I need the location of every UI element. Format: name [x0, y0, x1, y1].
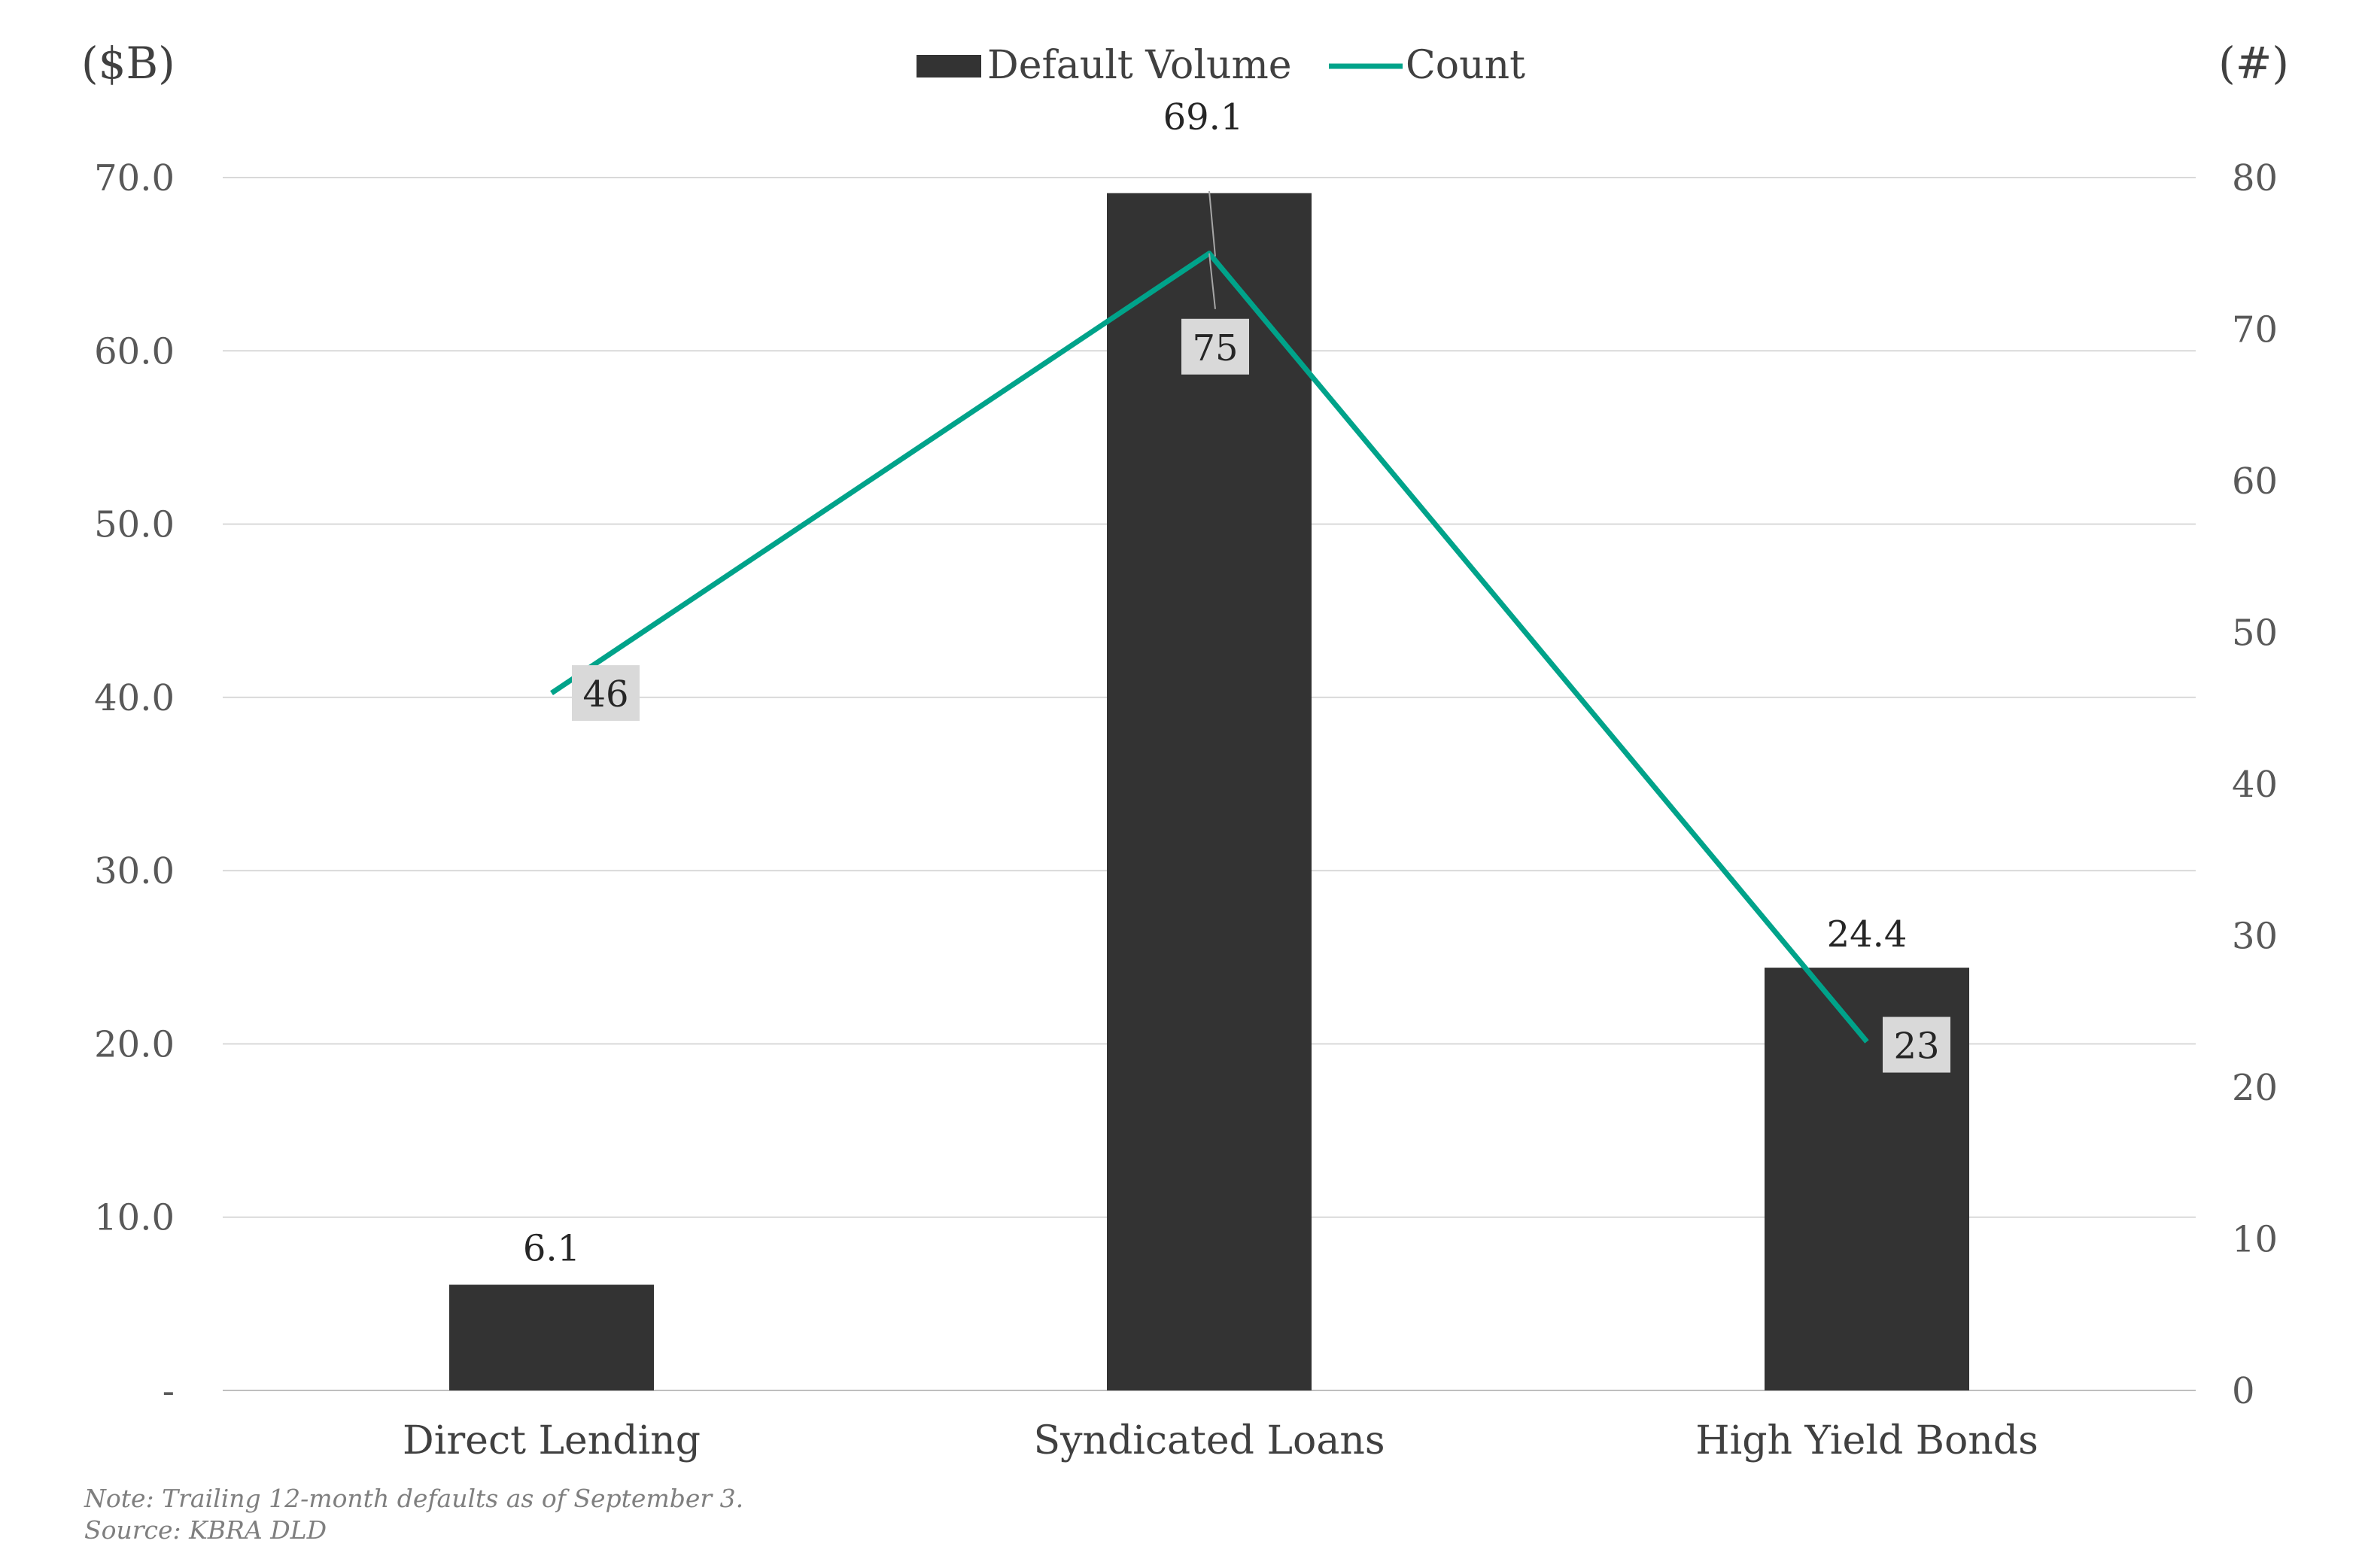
left-axis-unit: ($B): [81, 38, 175, 89]
bar-label-leader-line: [1208, 190, 1216, 257]
legend-label-default-volume: Default Volume: [987, 43, 1292, 88]
right-axis-tick-label: 30: [2232, 916, 2278, 958]
count-label-box: [1181, 318, 1249, 375]
category-label: Direct Lending: [403, 1418, 701, 1463]
count-label-box: [1883, 1016, 1950, 1073]
left-axis-tick-label: 50.0: [94, 504, 175, 546]
right-axis-tick-label: 50: [2232, 612, 2278, 655]
bar-data-label: 69.1: [1163, 96, 1244, 138]
right-axis-tick-label: 70: [2232, 309, 2278, 351]
count-label-box: [572, 665, 640, 722]
left-axis-tick-label: 70.0: [94, 157, 175, 199]
left-axis-tick-label: 10.0: [94, 1197, 175, 1239]
left-axis-tick-label: 40.0: [94, 677, 175, 719]
chart-source: Source: KBRA DLD: [84, 1515, 327, 1545]
left-axis-tick-label: 60.0: [94, 330, 175, 372]
bar-data-label: 6.1: [523, 1228, 580, 1270]
bar-syndicated-loans: [1107, 193, 1312, 1390]
right-axis-tick-label: 60: [2232, 460, 2278, 503]
count-data-label: 23: [1893, 1026, 1939, 1068]
legend-label-count: Count: [1406, 43, 1525, 88]
category-label: Syndicated Loans: [1033, 1418, 1385, 1463]
left-axis-tick-label: 30.0: [94, 850, 175, 892]
left-axis-tick-label: -: [163, 1370, 175, 1412]
right-axis-tick-label: 80: [2232, 157, 2278, 199]
bar-data-label: 24.4: [1827, 913, 1908, 956]
count-data-label: 75: [1192, 327, 1238, 369]
legend-bar-swatch: [917, 55, 981, 77]
right-axis-tick-label: 0: [2232, 1370, 2255, 1412]
right-axis-unit: (#): [2218, 38, 2289, 89]
count-data-label: 46: [582, 673, 628, 716]
category-label: High Yield Bonds: [1695, 1418, 2038, 1463]
right-axis-tick-label: 40: [2232, 764, 2278, 806]
left-axis-tick-label: 20.0: [94, 1023, 175, 1065]
right-axis-tick-label: 10: [2232, 1219, 2278, 1261]
count-label-leader-line: [1208, 253, 1216, 309]
chart-note: Note: Trailing 12-month defaults as of S…: [84, 1484, 744, 1513]
right-axis-tick-label: 20: [2232, 1067, 2278, 1109]
bar-direct-lending: [449, 1284, 654, 1390]
